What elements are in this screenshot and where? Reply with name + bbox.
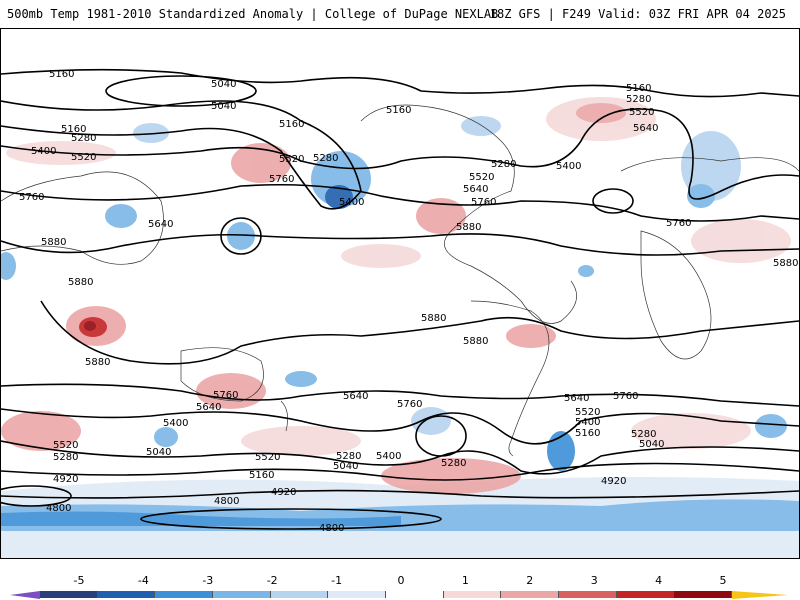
colorbar-segment [674, 591, 733, 598]
contour-label: 5640 [633, 123, 658, 134]
contour-label: 5880 [773, 258, 798, 269]
contour-label: 5160 [61, 124, 86, 135]
contour-label: 5520 [53, 440, 78, 451]
contour-label: 5640 [463, 184, 488, 195]
contour-label: 5160 [49, 69, 74, 80]
height-contours [1, 68, 799, 530]
colorbar-segment [386, 591, 444, 598]
colorbar-segment [616, 591, 675, 598]
contour-label: 5280 [336, 451, 361, 462]
contour-label: 5760 [269, 174, 294, 185]
contour-label: 5520 [255, 452, 280, 463]
contour-label: 5040 [639, 439, 664, 450]
contour-label: 5640 [196, 402, 221, 413]
contour-label: 5760 [397, 399, 422, 410]
contour-label: 5760 [666, 218, 691, 229]
contour-label: 5280 [313, 153, 338, 164]
colorbar-segment [97, 591, 156, 598]
contour-label: 5880 [68, 277, 93, 288]
contour-label: 4920 [53, 474, 78, 485]
colorbar-low-cap [10, 591, 40, 599]
contour-labels: 5160 5040 5040 5160 5160 5280 5520 5640 … [19, 69, 798, 534]
positive-anomaly-shading [1, 97, 791, 494]
contour-label: 5280 [631, 429, 656, 440]
colorbar-high-cap [732, 591, 788, 599]
model-run-info: 18Z GFS | F249 Valid: 03Z FRI APR 04 202… [489, 7, 786, 21]
contour-label: 4920 [601, 476, 626, 487]
contour-label: 5760 [19, 192, 44, 203]
contour-label: 4800 [319, 523, 344, 534]
contour-label: 5400 [31, 146, 56, 157]
contour-label: 5280 [626, 94, 651, 105]
colorbar-tick-label: -4 [137, 574, 149, 587]
contour-label: 4800 [214, 496, 239, 507]
coastlines [1, 104, 799, 457]
colorbar-tick-label: -2 [266, 574, 278, 587]
colorbar-tick-label: 0 [397, 574, 405, 587]
contour-label: 5280 [441, 458, 466, 469]
contour-label: 5160 [249, 470, 274, 481]
contour-label: 5520 [279, 154, 304, 165]
colorbar-tick-label: 1 [461, 574, 469, 587]
contour-label: 5040 [211, 79, 236, 90]
contour-label: 5160 [386, 105, 411, 116]
contour-label: 5280 [53, 452, 78, 463]
contour-label: 5640 [343, 391, 368, 402]
contour-label: 5520 [71, 152, 96, 163]
colorbar-tick-label: 2 [526, 574, 534, 587]
colorbar-segment [559, 591, 617, 598]
contour-label: 4920 [271, 487, 296, 498]
colorbar-segment [328, 591, 387, 598]
map-header: 500mb Temp 1981-2010 Standardized Anomal… [0, 0, 800, 28]
contour-label: 5880 [85, 357, 110, 368]
contour-label: 5880 [421, 313, 446, 324]
contour-label: 5880 [463, 336, 488, 347]
contour-label: 5040 [146, 447, 171, 458]
contour-label: 5160 [279, 119, 304, 130]
colorbar-tick-label: -1 [331, 574, 343, 587]
contour-label: 5280 [491, 159, 516, 170]
colorbar-segment [270, 591, 329, 598]
colorbar-segment [155, 591, 214, 598]
colorbar-segment [501, 591, 560, 598]
contour-label: 5880 [41, 237, 66, 248]
colorbar-tick-label: -5 [73, 574, 85, 587]
colorbar-segment [213, 591, 271, 598]
contour-label: 5640 [564, 393, 589, 404]
colorbar-segments [40, 591, 733, 598]
colorbar-tick-label: -3 [202, 574, 214, 587]
anomaly-map[interactable]: 5160 5040 5040 5160 5160 5280 5520 5640 … [0, 28, 800, 559]
contour-label: 5160 [626, 83, 651, 94]
contour-label: 5040 [333, 461, 358, 472]
colorbar-segment [443, 591, 502, 598]
contour-label: 4800 [46, 503, 71, 514]
contour-label: 5520 [575, 407, 600, 418]
contour-label: 5640 [148, 219, 173, 230]
anomaly-colorbar: -5 -4 -3 -2 -1 0 1 2 3 4 5 [0, 570, 800, 600]
colorbar-tick-label: 4 [655, 574, 663, 587]
contour-label: 5760 [471, 197, 496, 208]
colorbar-tick-label: 3 [590, 574, 598, 587]
contour-label: 5160 [575, 428, 600, 439]
contour-label: 5400 [556, 161, 581, 172]
contour-label: 5760 [213, 390, 238, 401]
contour-label: 5760 [613, 391, 638, 402]
contour-label: 5280 [71, 133, 96, 144]
contour-label: 5880 [456, 222, 481, 233]
colorbar-segment [40, 591, 98, 598]
contour-label: 5400 [376, 451, 401, 462]
contour-label: 5520 [629, 107, 654, 118]
contour-label: 5520 [469, 172, 494, 183]
contour-label: 5040 [211, 101, 236, 112]
colorbar-tick-label: 5 [719, 574, 727, 587]
contour-label: 5400 [163, 418, 188, 429]
contour-label: 5400 [575, 417, 600, 428]
contour-label: 5400 [339, 197, 364, 208]
map-title: 500mb Temp 1981-2010 Standardized Anomal… [7, 7, 499, 21]
